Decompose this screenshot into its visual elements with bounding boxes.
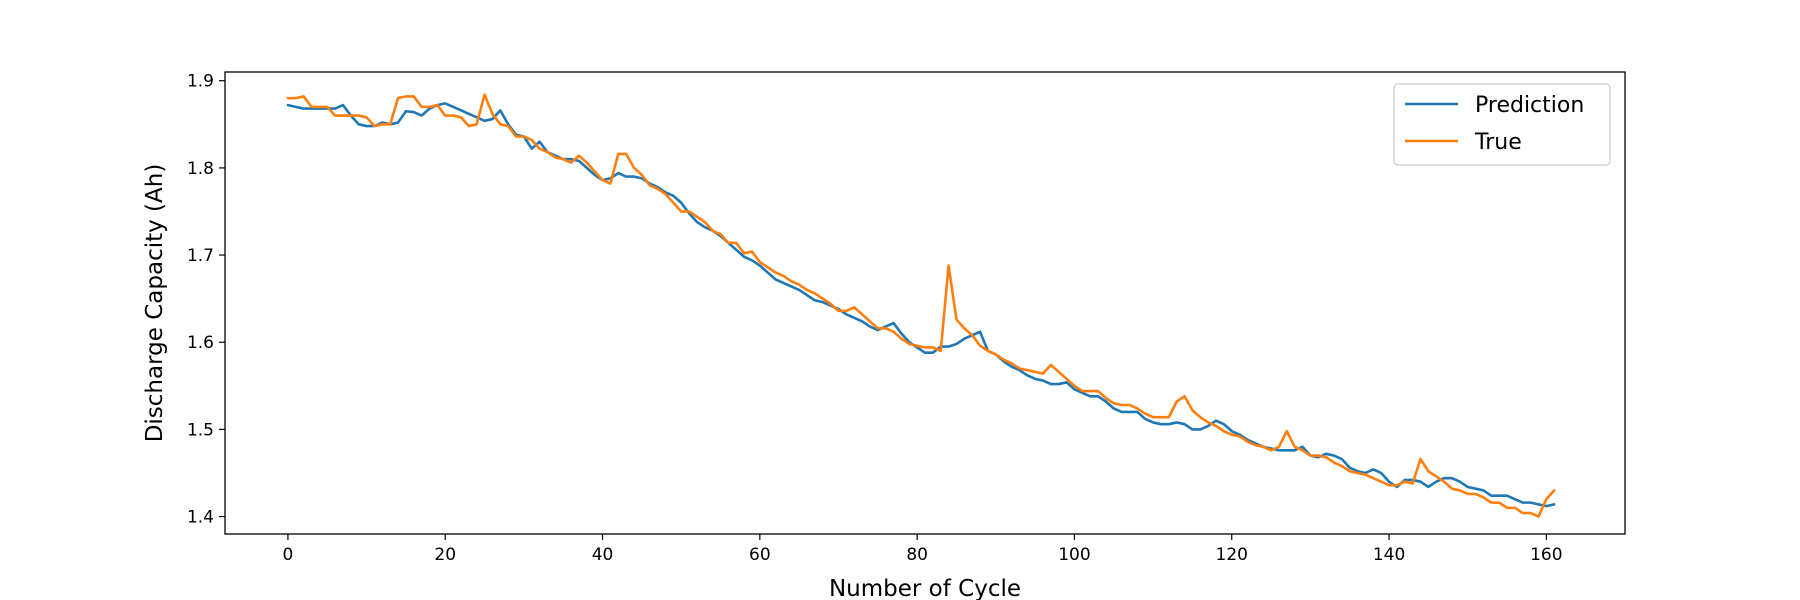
- series-layer: [286, 93, 1556, 518]
- series-line-prediction: [286, 102, 1556, 508]
- y-axis-label: Discharge Capacity (Ah): [142, 164, 168, 443]
- y-tick-label: 1.4: [187, 508, 214, 528]
- x-tick-label: 60: [749, 545, 771, 565]
- x-tick-label: 40: [592, 545, 614, 565]
- x-tick-label: 120: [1216, 545, 1248, 565]
- y-tick-label: 1.6: [187, 333, 214, 353]
- x-tick-label: 80: [906, 545, 928, 565]
- y-axis: 1.4 1.5 1.6 1.7 1.8 1.9: [187, 72, 225, 528]
- x-axis-label: Number of Cycle: [829, 576, 1021, 600]
- y-tick-label: 1.5: [187, 420, 214, 440]
- plot-frame: [224, 71, 1626, 535]
- legend-label-prediction: Prediction: [1475, 93, 1584, 118]
- y-tick-label: 1.8: [187, 159, 214, 179]
- x-tick-label: 160: [1530, 545, 1562, 565]
- y-tick-label: 1.9: [187, 72, 214, 92]
- x-tick-label: 140: [1373, 545, 1405, 565]
- legend: Prediction True: [1393, 83, 1611, 166]
- legend-label-true: True: [1474, 130, 1522, 155]
- y-tick-label: 1.7: [187, 246, 214, 266]
- x-tick-label: 0: [283, 545, 294, 565]
- x-tick-label: 20: [434, 545, 456, 565]
- x-axis: 0 20 40 60 80 100 120 140 160: [283, 534, 1563, 565]
- series-line-true: [286, 93, 1556, 518]
- x-tick-label: 100: [1058, 545, 1090, 565]
